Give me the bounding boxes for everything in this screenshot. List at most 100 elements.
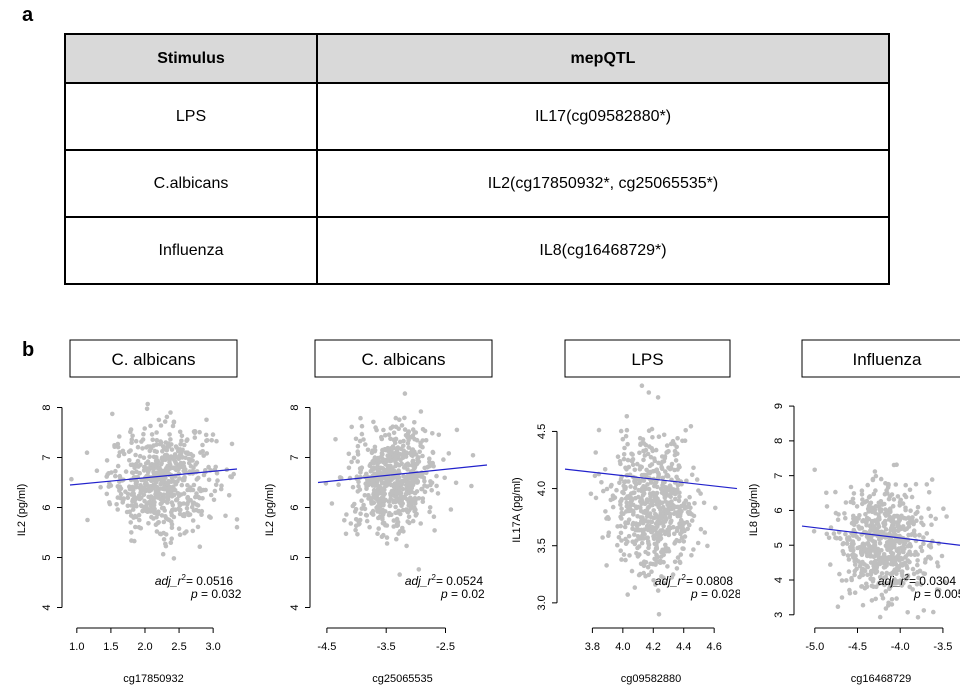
data-point — [400, 486, 406, 492]
data-point — [139, 439, 144, 444]
data-point — [847, 545, 853, 550]
data-point — [593, 450, 598, 455]
data-point — [105, 472, 110, 477]
data-point — [348, 521, 354, 526]
data-point — [400, 501, 405, 506]
data-point — [226, 493, 232, 498]
y-tick-label: 4.5 — [536, 424, 548, 439]
data-point — [161, 446, 167, 452]
data-point — [914, 518, 919, 523]
data-point — [847, 537, 852, 542]
data-point — [410, 447, 416, 452]
data-point — [847, 590, 853, 596]
data-point — [851, 527, 857, 533]
data-point — [641, 472, 647, 478]
data-point — [893, 482, 899, 487]
data-points — [588, 383, 718, 617]
data-point — [666, 532, 672, 538]
data-point — [662, 454, 668, 459]
data-point — [872, 539, 878, 545]
data-point — [632, 532, 637, 537]
data-point — [422, 478, 427, 484]
data-point — [422, 465, 427, 471]
data-point — [864, 553, 870, 559]
data-point — [917, 532, 922, 538]
data-point — [194, 491, 199, 496]
data-point — [362, 493, 368, 498]
data-point — [630, 457, 636, 462]
data-point — [871, 584, 876, 589]
data-point — [841, 541, 846, 546]
data-point — [147, 485, 152, 490]
data-point — [357, 438, 363, 444]
data-point — [356, 483, 361, 489]
data-point — [658, 528, 663, 533]
data-point — [889, 597, 895, 602]
y-tick-label: 4 — [41, 604, 53, 610]
data-point — [692, 501, 697, 506]
regression-line — [317, 464, 488, 484]
regression-line — [801, 525, 960, 546]
y-tick-label: 7 — [773, 473, 785, 479]
x-tick-label: -4.5 — [848, 641, 867, 653]
header-stimulus: Stimulus — [64, 33, 318, 84]
data-point — [194, 502, 199, 507]
data-point — [689, 553, 694, 558]
data-point — [628, 484, 633, 489]
data-point — [889, 572, 894, 577]
mepqtl-cell: IL2(cg17850932*, cg25065535*) — [316, 149, 890, 218]
data-point — [431, 463, 436, 469]
x-axis-label: cg16468729 — [851, 673, 912, 685]
data-point — [196, 475, 201, 481]
data-point — [922, 560, 928, 565]
data-point — [916, 575, 921, 581]
data-point — [404, 543, 409, 549]
data-point — [135, 444, 141, 450]
data-point — [209, 438, 214, 443]
scatter-plot-3: LPS 3.8 4.0 4.2 4.4 4.6 cg09582880 3.0 3.5 4.0 4.5… — [505, 330, 740, 691]
data-point — [652, 549, 657, 555]
mepqtl-cell: IL17(cg09582880*) — [316, 82, 890, 151]
data-point — [197, 429, 202, 435]
data-point — [181, 477, 187, 482]
data-point — [837, 571, 842, 577]
data-point — [675, 477, 681, 483]
data-point — [199, 508, 205, 514]
data-point — [344, 512, 349, 517]
data-point — [367, 524, 372, 530]
data-point — [361, 502, 366, 508]
data-point — [190, 528, 196, 534]
data-point — [915, 562, 920, 568]
data-point — [353, 436, 359, 442]
data-point — [619, 516, 624, 521]
data-point — [194, 460, 200, 465]
data-point — [136, 493, 142, 499]
panel-a-label: a — [22, 4, 34, 26]
data-point — [165, 486, 171, 492]
data-point — [618, 548, 623, 553]
data-point — [870, 477, 876, 483]
data-point — [676, 498, 682, 504]
data-point — [434, 473, 439, 479]
data-point — [645, 451, 651, 457]
data-point — [661, 552, 666, 558]
data-point — [873, 558, 878, 564]
y-tick-label: 6 — [773, 507, 785, 513]
data-point — [887, 586, 892, 592]
data-point — [403, 478, 408, 484]
data-point — [190, 487, 196, 493]
data-point — [136, 525, 142, 530]
data-point — [158, 501, 163, 507]
data-point — [888, 561, 894, 567]
data-point — [386, 432, 392, 437]
data-point — [918, 582, 924, 587]
data-point — [865, 541, 871, 546]
data-point — [190, 518, 196, 523]
data-point — [891, 462, 897, 468]
data-point — [154, 470, 160, 475]
data-point — [635, 461, 640, 467]
data-point — [117, 488, 122, 493]
y-axis-label: IL8 (pg/ml) — [748, 484, 760, 537]
data-point — [645, 535, 650, 540]
data-point — [944, 514, 949, 519]
